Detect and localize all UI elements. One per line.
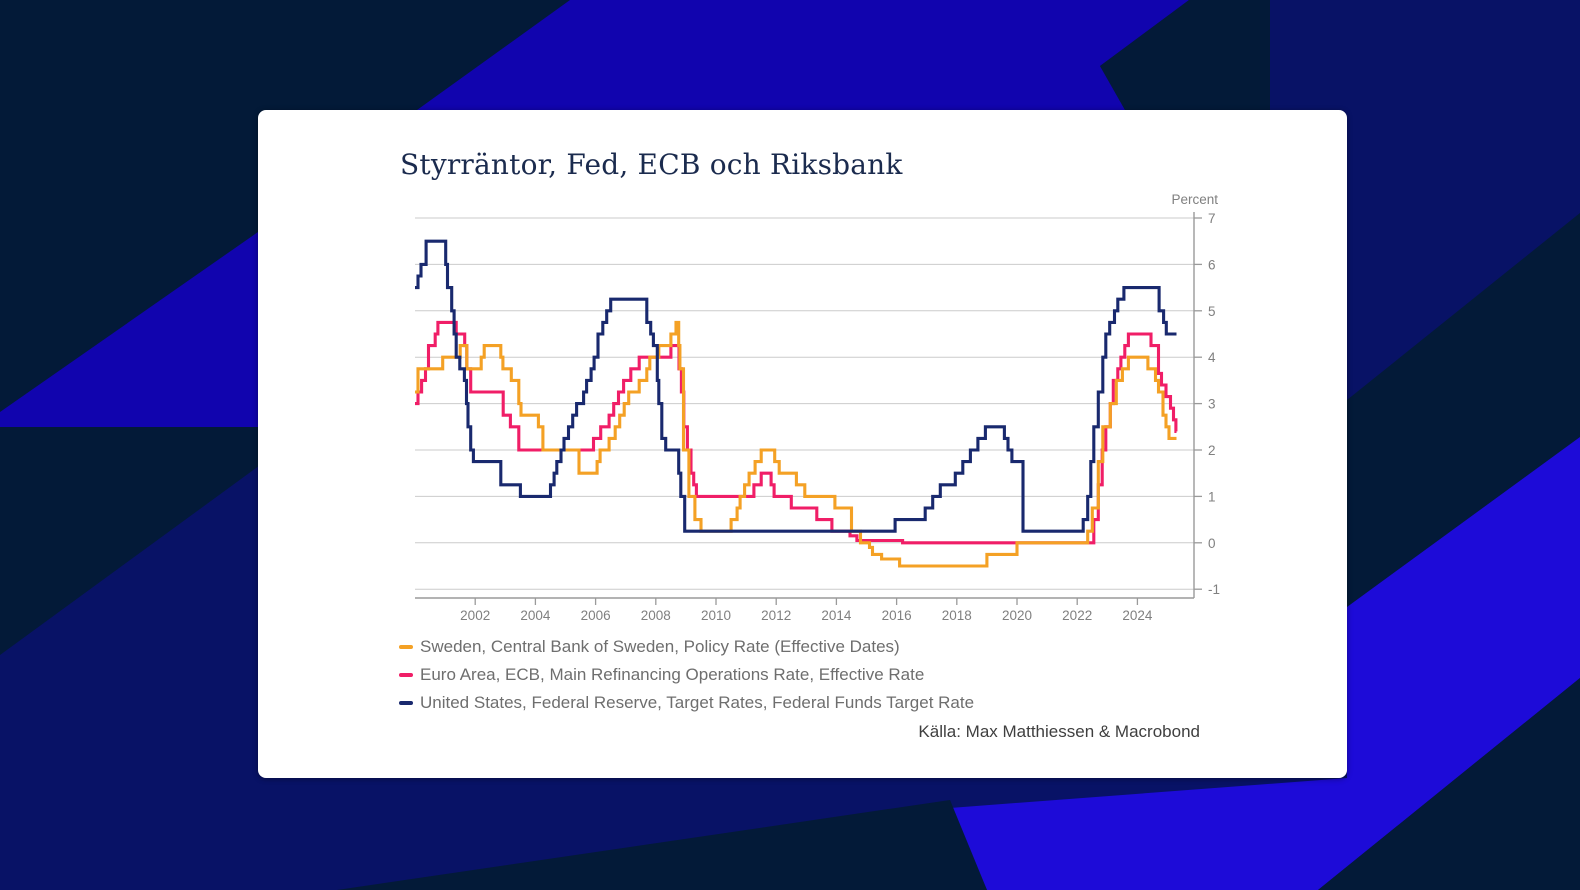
legend-label: United States, Federal Reserve, Target R… bbox=[420, 693, 975, 712]
legend-color-dash-icon bbox=[399, 645, 413, 649]
y-tick-label: 2 bbox=[1208, 443, 1216, 458]
chart-title: Styrräntor, Fed, ECB och Riksbank bbox=[400, 148, 903, 181]
x-tick-label: 2010 bbox=[701, 608, 731, 623]
y-tick-label: 4 bbox=[1208, 350, 1216, 365]
legend-item: Sweden, Central Bank of Sweden, Policy R… bbox=[399, 633, 974, 661]
legend-label: Sweden, Central Bank of Sweden, Policy R… bbox=[420, 637, 900, 656]
rates-chart: 7 6 5 4 3 2 1 0 -1 Percent 2002 2004 2006 2008 2010 201… bbox=[415, 192, 1220, 623]
series-line bbox=[415, 320, 1178, 545]
y-tick-label: 5 bbox=[1208, 304, 1216, 319]
legend-color-dash-icon bbox=[399, 673, 413, 677]
series-line bbox=[415, 320, 1177, 568]
x-tick-label: 2012 bbox=[761, 608, 791, 623]
x-tick-label: 2018 bbox=[942, 608, 972, 623]
bg-navy-corner-bottom-right bbox=[1318, 678, 1580, 890]
legend-item: United States, Federal Reserve, Target R… bbox=[399, 689, 974, 717]
y-tick-label: 6 bbox=[1208, 257, 1216, 272]
series-line bbox=[415, 239, 1177, 533]
source-attribution: Källa: Max Matthiessen & Macrobond bbox=[918, 722, 1200, 741]
chart-card: 7 6 5 4 3 2 1 0 -1 Percent 2002 2004 2006 2008 2010 201… bbox=[258, 110, 1347, 778]
bg-bright-band-left bbox=[0, 232, 258, 427]
y-tick-label: -1 bbox=[1208, 582, 1220, 597]
chart-legend: Sweden, Central Bank of Sweden, Policy R… bbox=[399, 633, 974, 717]
x-tick-label: 2002 bbox=[460, 608, 490, 623]
bg-bright-band-top bbox=[417, 0, 1189, 110]
x-tick-label: 2008 bbox=[641, 608, 671, 623]
bg-navy-wedge-bottom bbox=[337, 800, 987, 890]
bg-navy-wedge-top-right bbox=[1100, 0, 1270, 110]
bg-bright-band-bottom-right bbox=[950, 437, 1580, 890]
y-tick-label: 7 bbox=[1208, 211, 1216, 226]
y-tick-label: 1 bbox=[1208, 489, 1216, 504]
x-tick-label: 2014 bbox=[821, 608, 852, 623]
x-tick-label: 2020 bbox=[1002, 608, 1032, 623]
y-tick-label: 0 bbox=[1208, 536, 1216, 551]
y-tick-label: 3 bbox=[1208, 397, 1216, 412]
legend-item: Euro Area, ECB, Main Refinancing Operati… bbox=[399, 661, 974, 689]
x-tick-label: 2016 bbox=[882, 608, 912, 623]
bg-navy-band-right bbox=[1347, 213, 1580, 607]
x-tick-label: 2024 bbox=[1122, 608, 1153, 623]
legend-color-dash-icon bbox=[399, 701, 413, 705]
x-tick-label: 2004 bbox=[520, 608, 551, 623]
y-axis-unit-label: Percent bbox=[1171, 192, 1218, 207]
x-tick-label: 2006 bbox=[581, 608, 611, 623]
x-tick-label: 2022 bbox=[1062, 608, 1092, 623]
legend-label: Euro Area, ECB, Main Refinancing Operati… bbox=[420, 665, 925, 684]
